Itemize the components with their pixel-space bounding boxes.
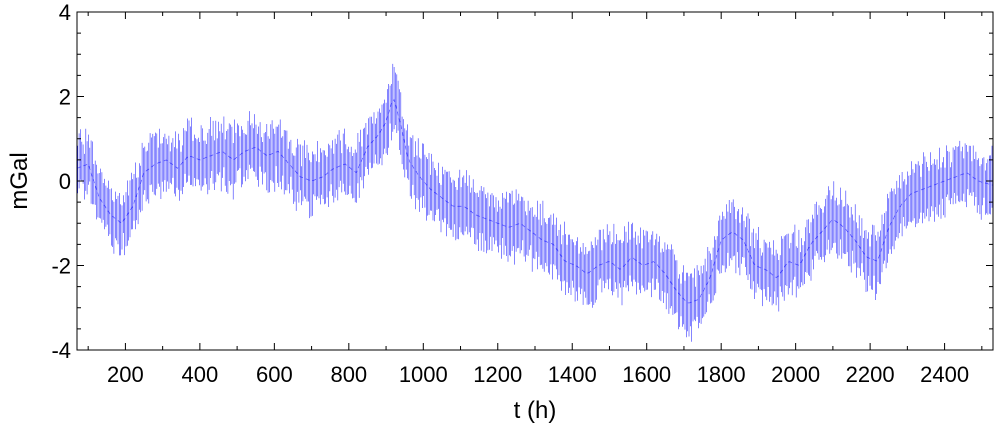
x-tick-label: 1600: [622, 362, 671, 387]
y-axis-label: mGal: [6, 152, 33, 209]
x-tick-label: 2000: [771, 362, 820, 387]
x-tick-label: 400: [182, 362, 219, 387]
x-tick-label: 1000: [399, 362, 448, 387]
x-axis-label: t (h): [514, 397, 557, 424]
signal-layer: [76, 63, 994, 342]
tick-layer: [77, 11, 993, 351]
x-tick-label: 1200: [473, 362, 522, 387]
x-tick-label: 600: [256, 362, 293, 387]
y-tick-label: -4: [51, 338, 71, 363]
y-tick-label: 2: [59, 85, 71, 110]
x-tick-label: 800: [330, 362, 367, 387]
x-tick-label: 2200: [846, 362, 895, 387]
x-tick-label: 1800: [697, 362, 746, 387]
y-tick-label: -2: [51, 254, 71, 279]
signal-trace: [76, 98, 994, 304]
y-tick-labels: -4 -2 0 2 4: [51, 0, 71, 363]
x-tick-label: 200: [107, 362, 144, 387]
y-tick-label: 0: [59, 169, 71, 194]
x-tick-label: 2400: [920, 362, 969, 387]
x-tick-label: 1400: [548, 362, 597, 387]
x-tick-labels: 200 400 600 800 1000 1200 1400 1600 1800 2000 2200…: [107, 362, 969, 387]
y-tick-label: 4: [59, 0, 71, 25]
